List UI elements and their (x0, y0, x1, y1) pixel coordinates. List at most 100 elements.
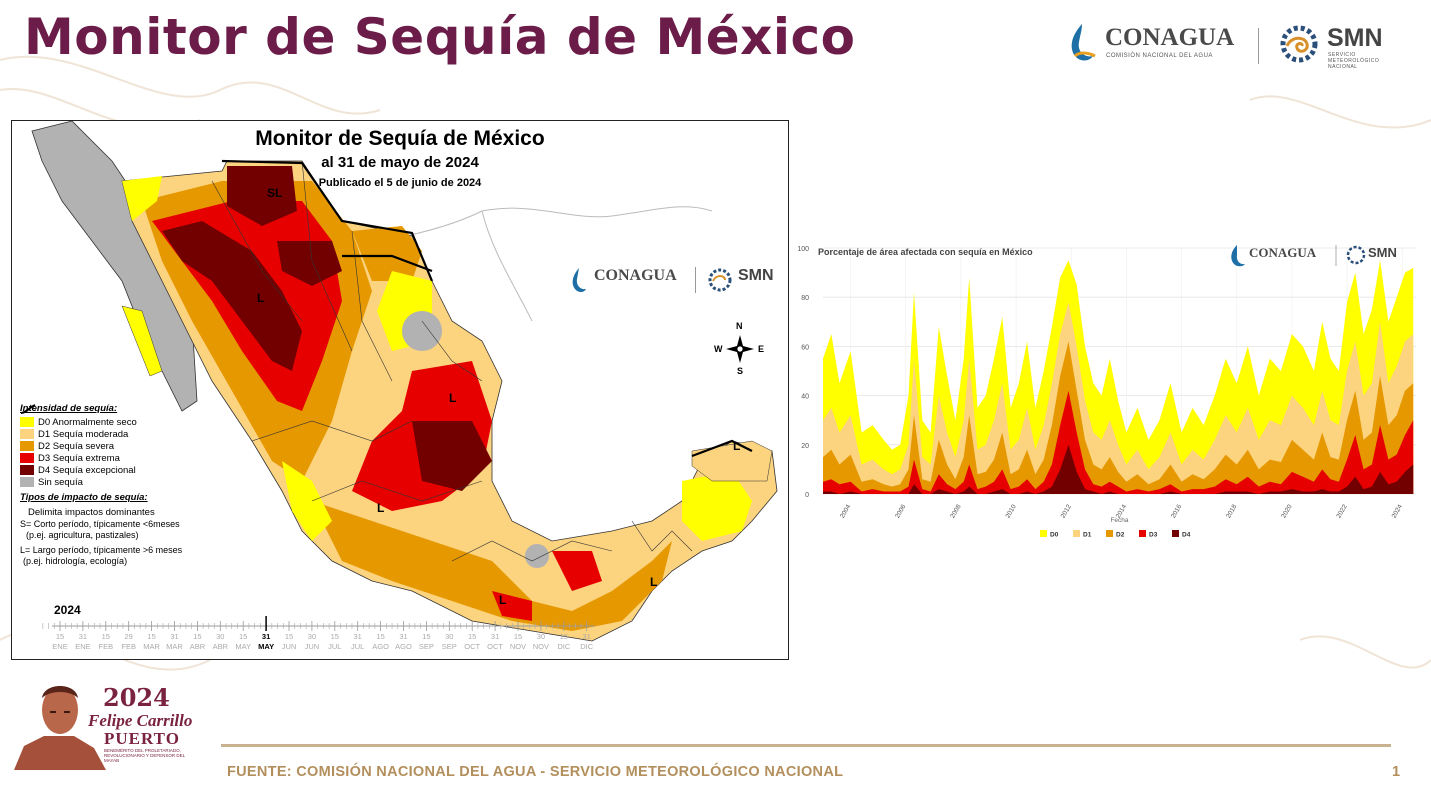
timeline-month-label: NOV (510, 642, 526, 651)
chart-conagua-logo-icon (1231, 245, 1245, 267)
timeline-day-label: 15 (514, 632, 522, 641)
timeline-month-label: ENE (52, 642, 67, 651)
timeline-day-label: 15 (102, 632, 110, 641)
timeline-day-label: 31 (262, 632, 270, 641)
legend-item: D4 Sequía excepcional (20, 464, 182, 476)
timeline-day-label: 30 (308, 632, 316, 641)
x-tick-label: 2016 (1170, 503, 1183, 519)
impact-s-desc: S= Corto período, típicamente <6meses (20, 519, 180, 529)
legend-swatch (20, 429, 34, 439)
timeline-month-label: OCT (487, 642, 503, 651)
map-baja-california (31, 121, 198, 412)
y-tick-label: 0 (805, 492, 809, 499)
state-borders (211, 160, 693, 562)
legend-label: D1 (1083, 532, 1092, 539)
conagua-logo-text: CONAGUA (1105, 24, 1235, 51)
legend-label: D3 (1149, 532, 1158, 539)
timeline-day-label: 15 (422, 632, 430, 641)
impact-l-example: (p.ej. hidrología, ecología) (23, 556, 128, 566)
impact-s-example: (p.ej. agricultura, pastizales) (26, 530, 139, 540)
legend-label: D0 (1050, 532, 1059, 539)
x-tick-label: 2012 (1060, 503, 1073, 519)
timeline-day-label: 31 (399, 632, 407, 641)
region-label: L (257, 291, 265, 305)
legend-swatch (20, 465, 34, 475)
us-border-outline (391, 206, 713, 322)
compass-n: N (736, 321, 743, 331)
y-tick-label: 100 (797, 246, 809, 253)
timeline-month-label: NOV (533, 642, 549, 651)
timeline-day-label: 30 (216, 632, 224, 641)
timeline-day-label: 15 (147, 632, 155, 641)
map-smn-logo-icon (708, 268, 732, 292)
y-tick-label: 80 (801, 295, 809, 302)
map-d4-region (162, 221, 302, 371)
timeline-month-label: ABR (190, 642, 206, 651)
timeline-year: 2024 (54, 603, 81, 617)
drought-map-panel: Monitor de Sequía de México al 31 de may… (11, 120, 789, 660)
conagua-logo-subtext: COMISIÓN NACIONAL DEL AGUA (1106, 53, 1213, 59)
badge-caption: BENEMÉRITO DEL PROLETARIADO, REVOLUCIONA… (104, 748, 185, 763)
chart-conagua-logo-text: CONAGUA (1249, 245, 1317, 260)
chart-title: Porcentaje de área afectada con sequía e… (818, 247, 1033, 257)
timeline-month-label: DIC (580, 642, 594, 651)
legend-label: D1 Sequía moderada (38, 428, 129, 440)
timeline-month-label: SEP (419, 642, 434, 651)
timeline-day-label: 31 (79, 632, 87, 641)
page-number: 1 (1392, 764, 1401, 780)
legend-label: D0 Anormalmente seco (38, 416, 137, 428)
compass-s: S (737, 366, 744, 376)
legend-swatch (1040, 530, 1047, 537)
timeline-month-label: SEP (442, 642, 457, 651)
x-tick-label: 2022 (1335, 503, 1348, 519)
timeline-day-label: 30 (445, 632, 453, 641)
timeline-day-label: 31 (583, 632, 591, 641)
timeline-month-label: ABR (213, 642, 229, 651)
region-label: L (377, 501, 385, 515)
x-tick-label: 2020 (1280, 503, 1293, 519)
map-subtitle: al 31 de mayo de 2024 (321, 154, 479, 171)
timeline-month-label: DIC (557, 642, 571, 651)
conagua-logo-icon (1071, 24, 1096, 61)
timeline-month-label: AGO (395, 642, 412, 651)
timeline-day-label: 15 (56, 632, 64, 641)
impact-line-icon (20, 404, 36, 414)
legend-item: D3 Sequía extrema (20, 452, 182, 464)
map-title: Monitor de Sequía de México (255, 127, 545, 150)
map-logo-divider (695, 267, 696, 293)
y-tick-label: 40 (801, 394, 809, 401)
region-label: SL (267, 186, 283, 200)
timeline-month-label: JUL (351, 642, 364, 651)
timeline-day-label: 15 (560, 632, 568, 641)
legend-swatch (1106, 530, 1113, 537)
y-tick-label: 60 (801, 344, 809, 351)
chart-smn-logo-text: SMN (1368, 245, 1397, 260)
region-label: L (449, 391, 457, 405)
timeline-month-label: MAR (143, 642, 160, 651)
compass-rose (726, 335, 754, 363)
legend-label: Sin sequía (38, 476, 83, 488)
timeline-month-label: FEB (99, 642, 114, 651)
series-area-D4 (823, 444, 1414, 494)
legend-item: D2 Sequía severa (20, 440, 182, 452)
legend-item: Sin sequía (20, 476, 182, 488)
timeline-month-label: FEB (121, 642, 136, 651)
impact-line-label: Delimita impactos dominantes (28, 506, 155, 518)
timeline-day-label: 31 (491, 632, 499, 641)
legend-label: D3 Sequía extrema (38, 452, 120, 464)
page-title: Monitor de Sequía de México (24, 8, 856, 66)
chart-smn-logo-icon (1346, 245, 1366, 265)
legend-swatch (20, 441, 34, 451)
timeline-day-label: 15 (239, 632, 247, 641)
compass-e: E (758, 344, 765, 354)
timeline-day-label: 15 (285, 632, 293, 641)
x-tick-label: 2006 (894, 503, 907, 519)
timeline-day-label: 30 (537, 632, 545, 641)
timeline-month-label: MAY (258, 642, 274, 651)
drought-area-chart-panel: 0 20 40 60 80 100 2004 2006 2008 2010 2012 2014 2016… (796, 236, 1426, 546)
map-smn-logo-text: SMN (738, 267, 774, 284)
timeline-month-label: MAR (166, 642, 183, 651)
map-legend: Intensidad de sequía: D0 Anormalmente se… (20, 403, 182, 567)
timeline-month-label: JUL (328, 642, 341, 651)
